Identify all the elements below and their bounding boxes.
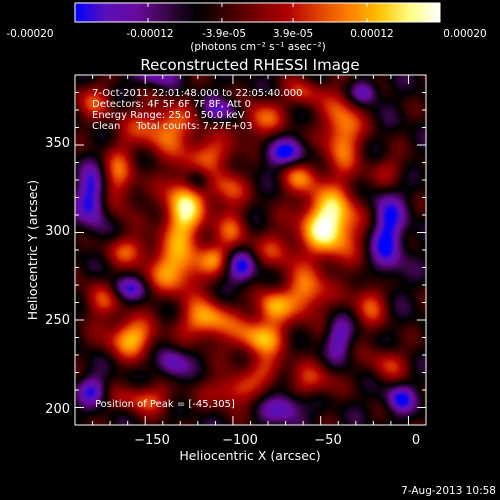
axis-ticks bbox=[75, 75, 426, 425]
peak-position-label: Position of Peak = [-45,305] bbox=[95, 399, 235, 410]
heatmap-image bbox=[75, 75, 426, 425]
y-tick-label: 200 bbox=[45, 402, 70, 417]
y-axis-label: Heliocentric Y (arcsec) bbox=[25, 180, 40, 320]
y-tick-label: 350 bbox=[45, 136, 70, 151]
colorbar-tick-label: -3.9e-05 bbox=[202, 28, 246, 40]
y-tick-label: 250 bbox=[45, 313, 70, 328]
x-tick-label: 0 bbox=[412, 433, 420, 448]
info-energy-range: Energy Range: 25.0 - 50.0 keV bbox=[92, 110, 245, 121]
colorbar-frame bbox=[74, 2, 441, 23]
colorbar-tick-label: -0.00020 bbox=[6, 28, 53, 40]
chart-title: Reconstructed RHESSI Image bbox=[140, 56, 359, 74]
x-tick-label: −100 bbox=[222, 433, 258, 448]
y-tick-label: 300 bbox=[45, 224, 70, 239]
colorbar-gradient-strip bbox=[75, 3, 440, 22]
colorbar-tick-label: 3.9e-05 bbox=[273, 28, 313, 40]
colorbar-units: (photons cm⁻² s⁻¹ asec⁻²) bbox=[190, 41, 325, 53]
footer-timestamp: 7-Aug-2013 10:58 bbox=[401, 485, 496, 497]
x-tick-label: −50 bbox=[314, 433, 341, 448]
colorbar-ticks bbox=[147, 3, 368, 22]
colorbar: -0.00020 -0.00012 -3.9e-05 3.9e-05 0.000… bbox=[6, 2, 487, 53]
info-counts: Clean Total counts: 7.27E+03 bbox=[92, 121, 252, 132]
colorbar-tick-label: -0.00012 bbox=[126, 28, 173, 40]
colorbar-tick-label: 0.00020 bbox=[443, 28, 486, 40]
x-axis-label: Heliocentric X (arcsec) bbox=[179, 448, 320, 463]
info-time-range: 7-Oct-2011 22:01:48.000 to 22:05:40.000 bbox=[92, 88, 303, 99]
info-detectors: Detectors: 4F 5F 6F 7F 8F, Att 0 bbox=[92, 99, 251, 110]
x-tick-label: −150 bbox=[134, 433, 170, 448]
colorbar-tick-label: 0.00012 bbox=[350, 28, 393, 40]
